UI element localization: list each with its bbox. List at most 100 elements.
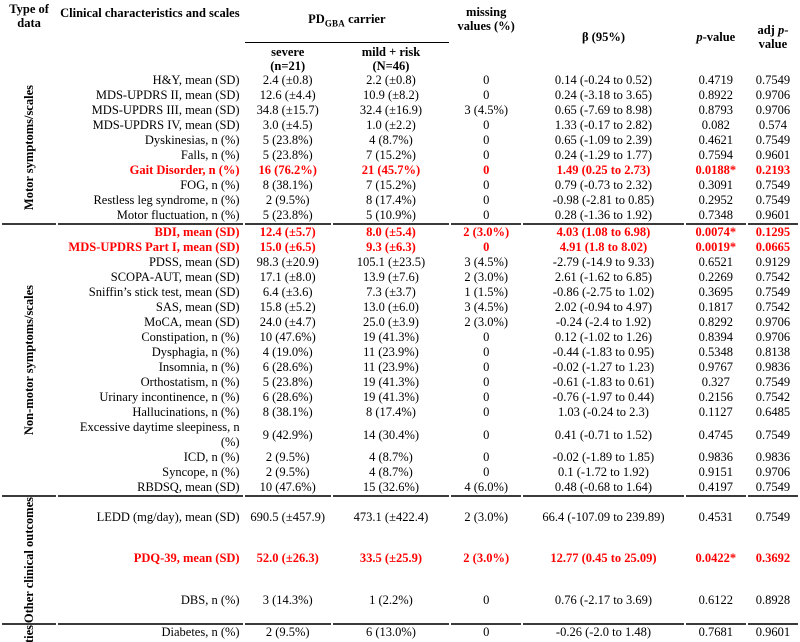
beta-value: 2.02 (-0.94 to 4.97) bbox=[554, 300, 653, 314]
missing-value: 2 (3.0%) bbox=[464, 270, 509, 284]
table-row: FOG, n (%) 8 (38.1%) 7 (15.2%) 0 0.79 (-0.73… bbox=[2, 178, 798, 193]
missing-value: 2 (3.0%) bbox=[464, 315, 509, 329]
row-label: Motor fluctuation, n (%) bbox=[58, 208, 243, 225]
adj-p-value: 0.6485 bbox=[755, 405, 791, 419]
mild-risk-value: 6 (13.0%) bbox=[365, 625, 416, 640]
table-row: Orthostatism, n (%) 5 (23.8%) 19 (41.3%) 0 -… bbox=[2, 375, 798, 390]
adj-p-value: 0.7549 bbox=[755, 285, 791, 299]
severe-value: 17.1 (±8.0) bbox=[259, 270, 316, 284]
adj-p-value: 0.9836 bbox=[755, 450, 791, 464]
row-label: SCOPA-AUT, mean (SD) bbox=[110, 270, 240, 284]
adj-p-value: 0.9706 bbox=[755, 88, 791, 102]
mild-risk-value: 10.9 (±8.2) bbox=[363, 88, 419, 102]
adj-p-value: 0.7542 bbox=[755, 390, 791, 404]
severe-value: 6 (28.6%) bbox=[262, 360, 313, 374]
header-type-of-data: Type of data bbox=[9, 2, 49, 30]
table-row: Falls, n (%) 5 (23.8%) 7 (15.2%) 0 0.24 (-1.… bbox=[2, 148, 798, 163]
adj-p-value: 0.7549 bbox=[748, 640, 798, 642]
p-value: 0.4197 bbox=[685, 480, 746, 497]
missing-value: 0 bbox=[483, 193, 490, 207]
severe-value: 2 (9.5%) bbox=[265, 465, 310, 479]
severe-value: 9 (42.9%) bbox=[262, 427, 313, 442]
p-value: 0.9836 bbox=[698, 450, 733, 464]
row-label: LEDD (mg/day), mean (SD) bbox=[96, 509, 240, 524]
missing-value: 0 bbox=[451, 579, 522, 626]
adj-p-value: 0.8928 bbox=[747, 579, 798, 626]
mild-risk-value: 7.3 (±3.7) bbox=[366, 285, 416, 299]
mild-risk-value: 11 (23.9%) bbox=[363, 345, 419, 359]
p-value: 0.8922 bbox=[698, 88, 733, 102]
mild-risk-value: 33.5 (±25.9) bbox=[359, 550, 422, 565]
severe-value: 6 (28.6%) bbox=[245, 640, 331, 642]
beta-value: 0.28 (-1.36 to 1.92) bbox=[523, 208, 684, 225]
p-value: 0.4621 bbox=[698, 133, 733, 147]
header-characteristics: Clinical characteristics and scales bbox=[60, 6, 240, 20]
mild-risk-value: 13.9 (±7.6) bbox=[363, 270, 419, 284]
row-label: MDS-UPDRS III, mean (SD) bbox=[91, 103, 240, 117]
table-row: SAS, mean (SD) 15.8 (±5.2) 13.0 (±6.0) 3 (4… bbox=[2, 300, 798, 315]
mild-risk-label: mild + risk bbox=[361, 45, 421, 59]
adj-p-value: 0.7549 bbox=[755, 133, 791, 147]
severe-value: 52.0 (±26.3) bbox=[256, 550, 319, 565]
row-label: Orthostatism, n (%) bbox=[140, 375, 240, 389]
missing-value: 0 bbox=[483, 133, 490, 147]
p-value: 0.6521 bbox=[698, 255, 733, 269]
adj-p-value: 0.7549 bbox=[755, 375, 791, 389]
p-value: 0.4531 bbox=[698, 509, 733, 524]
adj-p-value: 0.7549 bbox=[755, 193, 791, 207]
table-row: MDS-UPDRS IV, mean (SD) 3.0 (±4.5) 1.0 (±2… bbox=[2, 118, 798, 133]
severe-value: 98.3 (±20.9) bbox=[256, 255, 319, 269]
adj-p-value: 0.9601 bbox=[755, 625, 791, 640]
beta-value: -0.47 (-1.63 to 0.69) bbox=[523, 640, 683, 642]
mild-risk-value: 4 (8.7%) bbox=[369, 450, 413, 464]
row-label: MDS-UPDRS Part I, mean (SD) bbox=[68, 240, 240, 254]
adj-rest: -value bbox=[758, 22, 789, 51]
beta-value: -2.79 (-14.9 to 9.33) bbox=[552, 255, 655, 269]
adj-p-value: 0.7542 bbox=[755, 300, 791, 314]
beta-value: -0.76 (-1.97 to 0.44) bbox=[552, 390, 655, 404]
severe-value: 8 (38.1%) bbox=[262, 178, 313, 192]
p-value: 0.0074* bbox=[695, 225, 737, 239]
adj-p-italic: p bbox=[777, 22, 785, 37]
beta-value: 4.03 (1.08 to 6.98) bbox=[556, 225, 651, 239]
missing-value: 0 bbox=[483, 88, 490, 102]
missing-value: 0 bbox=[483, 405, 490, 419]
missing-value: 1 (1.5%) bbox=[464, 285, 509, 299]
beta-value: -0.26 (-2.0 to 1.48) bbox=[555, 625, 652, 640]
table-row: Insomnia, n (%) 6 (28.6%) 11 (23.9%) 0 -0.02… bbox=[2, 360, 798, 375]
mild-risk-value: 8 (17.4%) bbox=[365, 405, 416, 419]
severe-value: 5 (23.8%) bbox=[262, 148, 313, 162]
row-label: MDS-UPDRS IV, mean (SD) bbox=[92, 118, 240, 132]
table-row: DBS, n (%) 3 (14.3%) 1 (2.2%) 0 0.76 (-2.17 … bbox=[2, 579, 798, 626]
mild-risk-value: 1 (2.2%) bbox=[332, 579, 450, 626]
table-row: SCOPA-AUT, mean (SD) 17.1 (±8.0) 13.9 (±7.… bbox=[2, 270, 798, 285]
row-label: RBDSQ, mean (SD) bbox=[58, 480, 243, 497]
severe-value: 15.8 (±5.2) bbox=[259, 300, 316, 314]
row-label: ICD, n (%) bbox=[183, 450, 240, 464]
beta-value: 0.79 (-0.73 to 2.32) bbox=[554, 178, 653, 192]
adj-p-value: 0.9601 bbox=[755, 148, 791, 162]
missing-value: 0 bbox=[483, 345, 490, 359]
missing-value: 0 bbox=[483, 148, 490, 162]
table-row: Dyskinesias, n (%) 5 (23.8%) 4 (8.7%) 0 0.65… bbox=[2, 133, 798, 148]
p-value-rest: -value bbox=[702, 29, 736, 44]
beta-value: 66.4 (-107.09 to 239.89) bbox=[542, 509, 665, 524]
header-pdgba-carrier: PDGBA carrier bbox=[244, 0, 450, 43]
p-value: 0.2269 bbox=[698, 270, 733, 284]
adj-p-value: 0.9129 bbox=[755, 255, 791, 269]
severe-value: 5 (23.8%) bbox=[262, 133, 313, 147]
missing-value: 0 bbox=[483, 73, 490, 87]
missing-value: 0 bbox=[483, 450, 490, 464]
table-row: MDS-UPDRS II, mean (SD) 12.6 (±4.4) 10.9 (… bbox=[2, 88, 798, 103]
mild-risk-value: 7 (15.2%) bbox=[365, 148, 416, 162]
beta-value: -0.86 (-2.75 to 1.02) bbox=[552, 285, 655, 299]
p-value: 0.7348 bbox=[685, 208, 746, 225]
row-label: PDSS, mean (SD) bbox=[148, 255, 240, 269]
adj-p-value: 0.2193 bbox=[755, 163, 791, 177]
beta-value: -0.02 (-1.89 to 1.85) bbox=[552, 450, 655, 464]
mild-risk-value: 2.2 (±0.8) bbox=[366, 73, 416, 87]
missing-value: 0 bbox=[483, 390, 490, 404]
missing-value: 2 (3.0%) bbox=[463, 225, 510, 239]
section-label-text: Comorbidities bbox=[22, 625, 36, 642]
